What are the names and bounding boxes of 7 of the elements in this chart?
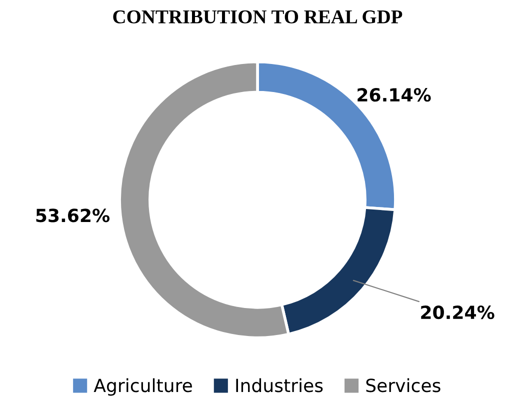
chart-title: CONTRIBUTION TO REAL GDP bbox=[113, 10, 402, 24]
data-label: 20.24% bbox=[421, 306, 494, 320]
legend-label: Agriculture bbox=[94, 378, 192, 396]
data-label: 26.14% bbox=[358, 88, 431, 102]
data-label: 53.62% bbox=[36, 208, 110, 222]
legend-label: Services bbox=[366, 378, 440, 392]
legend-label: Industries bbox=[236, 378, 323, 392]
